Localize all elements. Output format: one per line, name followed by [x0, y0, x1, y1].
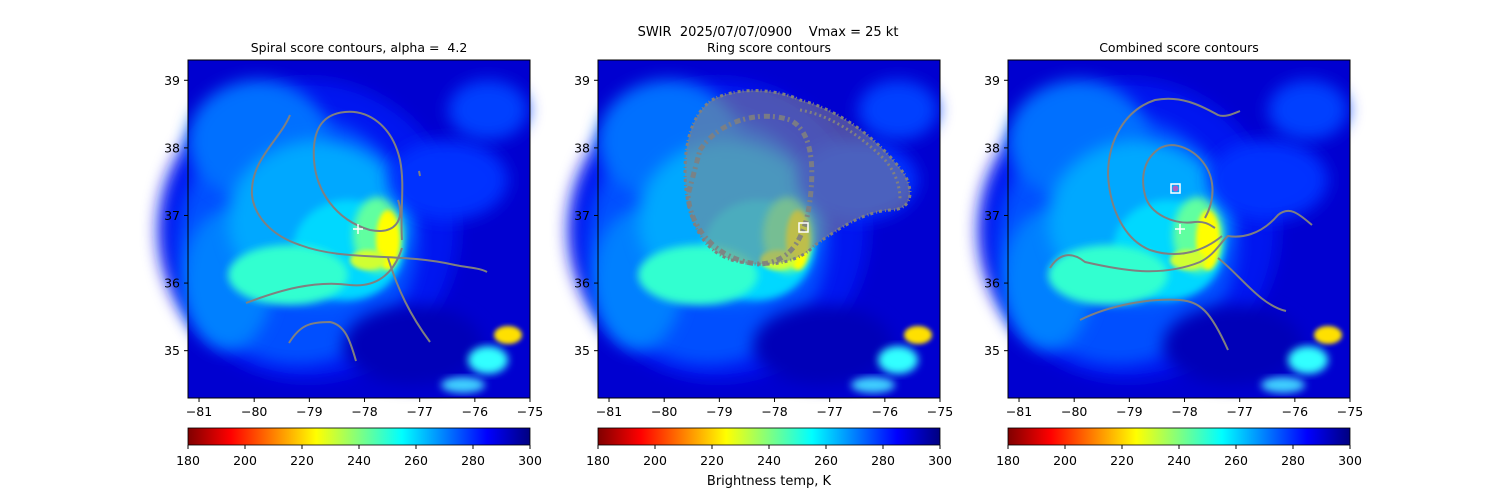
y-tick-label: 38 — [574, 140, 590, 155]
ring-contour-east — [799, 108, 902, 201]
storm-center-marker — [1175, 224, 1185, 234]
spiral-contour-2 — [312, 110, 404, 241]
colorbar-label: Brightness temp, K — [707, 474, 832, 489]
combined-contour-5 — [1217, 257, 1287, 312]
panel-spiral: Spiral score contours, alpha = 4.2 −81 −8… — [158, 40, 543, 468]
colorbar-gradient — [597, 427, 941, 446]
x-tick-label: −77 — [406, 404, 432, 419]
x-tick-label: −76 — [462, 404, 488, 419]
colorbar-tick-label: 180 — [586, 453, 610, 468]
x-tick-label: −78 — [1171, 404, 1197, 419]
spiral-contour-1 — [250, 114, 488, 273]
ring-contour-inner — [685, 113, 815, 267]
x-tick-label: −75 — [927, 404, 953, 419]
colorbar-tick-label: 220 — [290, 453, 314, 468]
y-tick-label: 37 — [984, 208, 1000, 223]
colorbar-tick-label: 180 — [176, 453, 200, 468]
colorbar-tick-label: 220 — [1110, 453, 1134, 468]
x-tick-label: −80 — [1061, 404, 1087, 419]
colorbar-tick-label: 280 — [871, 453, 895, 468]
storm-center-marker — [353, 224, 363, 234]
ring-contour-outer — [683, 89, 912, 266]
x-tick-label: −78 — [761, 404, 787, 419]
combined-contour-2 — [1106, 97, 1241, 255]
colorbar-tick-label: 300 — [518, 453, 542, 468]
brightness-image — [978, 60, 1350, 398]
combined-contours — [1049, 97, 1313, 351]
x-tick-label: −75 — [1337, 404, 1363, 419]
y-tick-label: 35 — [574, 343, 590, 358]
colorbar: 180 200 220 240 260 280 300 — [586, 427, 952, 468]
combined-contour-3 — [1142, 144, 1216, 229]
colorbar-gradient — [1007, 427, 1351, 446]
combined-contour-4 — [1079, 298, 1229, 351]
y-tick-label: 35 — [164, 343, 180, 358]
x-tick-label: −78 — [351, 404, 377, 419]
colorbar-gradient — [187, 427, 531, 446]
combined-contour-1 — [1049, 209, 1313, 273]
colorbar-tick-label: 260 — [814, 453, 838, 468]
x-tick-label: −80 — [241, 404, 267, 419]
x-tick-label: −77 — [1226, 404, 1252, 419]
y-tick-label: 36 — [984, 276, 1000, 291]
spiral-contours — [245, 110, 488, 362]
panel-ring: Ring score contours −81 −80 −79 −78 −77 −76 −7… — [568, 40, 953, 489]
x-tick-label: −76 — [872, 404, 898, 419]
colorbar-tick-label: 240 — [757, 453, 781, 468]
y-tick-label: 38 — [164, 140, 180, 155]
y-tick-label: 36 — [574, 276, 590, 291]
x-tick-label: −81 — [186, 404, 212, 419]
brightness-image — [158, 60, 530, 398]
y-tick-label: 37 — [574, 208, 590, 223]
axes-frame — [597, 59, 941, 399]
colorbar-tick-label: 180 — [996, 453, 1020, 468]
x-tick-label: −77 — [816, 404, 842, 419]
figure-suptitle: SWIR 2025/07/07/0900 Vmax = 25 kt — [638, 25, 899, 40]
colorbar-tick-label: 300 — [1338, 453, 1362, 468]
y-tick-label: 39 — [984, 73, 1000, 88]
panel-combined-title: Combined score contours — [1099, 40, 1259, 55]
colorbar-tick-label: 200 — [233, 453, 257, 468]
x-tick-label: −81 — [596, 404, 622, 419]
colorbar-tick-label: 280 — [1281, 453, 1305, 468]
x-tick-label: −79 — [1116, 404, 1142, 419]
panel-ring-title: Ring score contours — [707, 40, 831, 55]
ring-contours — [683, 89, 912, 267]
colorbar-tick-label: 220 — [700, 453, 724, 468]
spiral-contour-5 — [288, 320, 357, 362]
panel-combined: Combined score contours −81 −80 −79 −78 −77 −… — [978, 40, 1363, 468]
x-tick-label: −75 — [517, 404, 543, 419]
combined-center-marker — [1170, 183, 1181, 194]
colorbar: 180 200 220 240 260 280 300 — [176, 427, 542, 468]
y-tick-label: 39 — [574, 73, 590, 88]
colorbar-tick-label: 240 — [347, 453, 371, 468]
y-tick-label: 37 — [164, 208, 180, 223]
x-tick-label: −79 — [706, 404, 732, 419]
axes-frame — [187, 59, 531, 399]
y-tick-label: 36 — [164, 276, 180, 291]
spiral-contour-6 — [418, 170, 421, 177]
x-tick-label: −76 — [1282, 404, 1308, 419]
colorbar-tick-label: 280 — [461, 453, 485, 468]
x-tick-label: −79 — [296, 404, 322, 419]
panel-spiral-title: Spiral score contours, alpha = 4.2 — [251, 40, 468, 55]
x-tick-label: −80 — [651, 404, 677, 419]
colorbar-tick-label: 200 — [643, 453, 667, 468]
axes-frame — [1007, 59, 1351, 399]
colorbar-tick-label: 300 — [928, 453, 952, 468]
colorbar-tick-label: 260 — [404, 453, 428, 468]
x-tick-label: −81 — [1006, 404, 1032, 419]
ring-center-marker — [798, 222, 809, 233]
y-tick-label: 35 — [984, 343, 1000, 358]
spiral-contour-4 — [387, 257, 431, 343]
colorbar-tick-label: 200 — [1053, 453, 1077, 468]
colorbar-tick-label: 260 — [1224, 453, 1248, 468]
y-tick-label: 39 — [164, 73, 180, 88]
colorbar-tick-label: 240 — [1167, 453, 1191, 468]
y-tick-label: 38 — [984, 140, 1000, 155]
colorbar: 180 200 220 240 260 280 300 — [996, 427, 1362, 468]
